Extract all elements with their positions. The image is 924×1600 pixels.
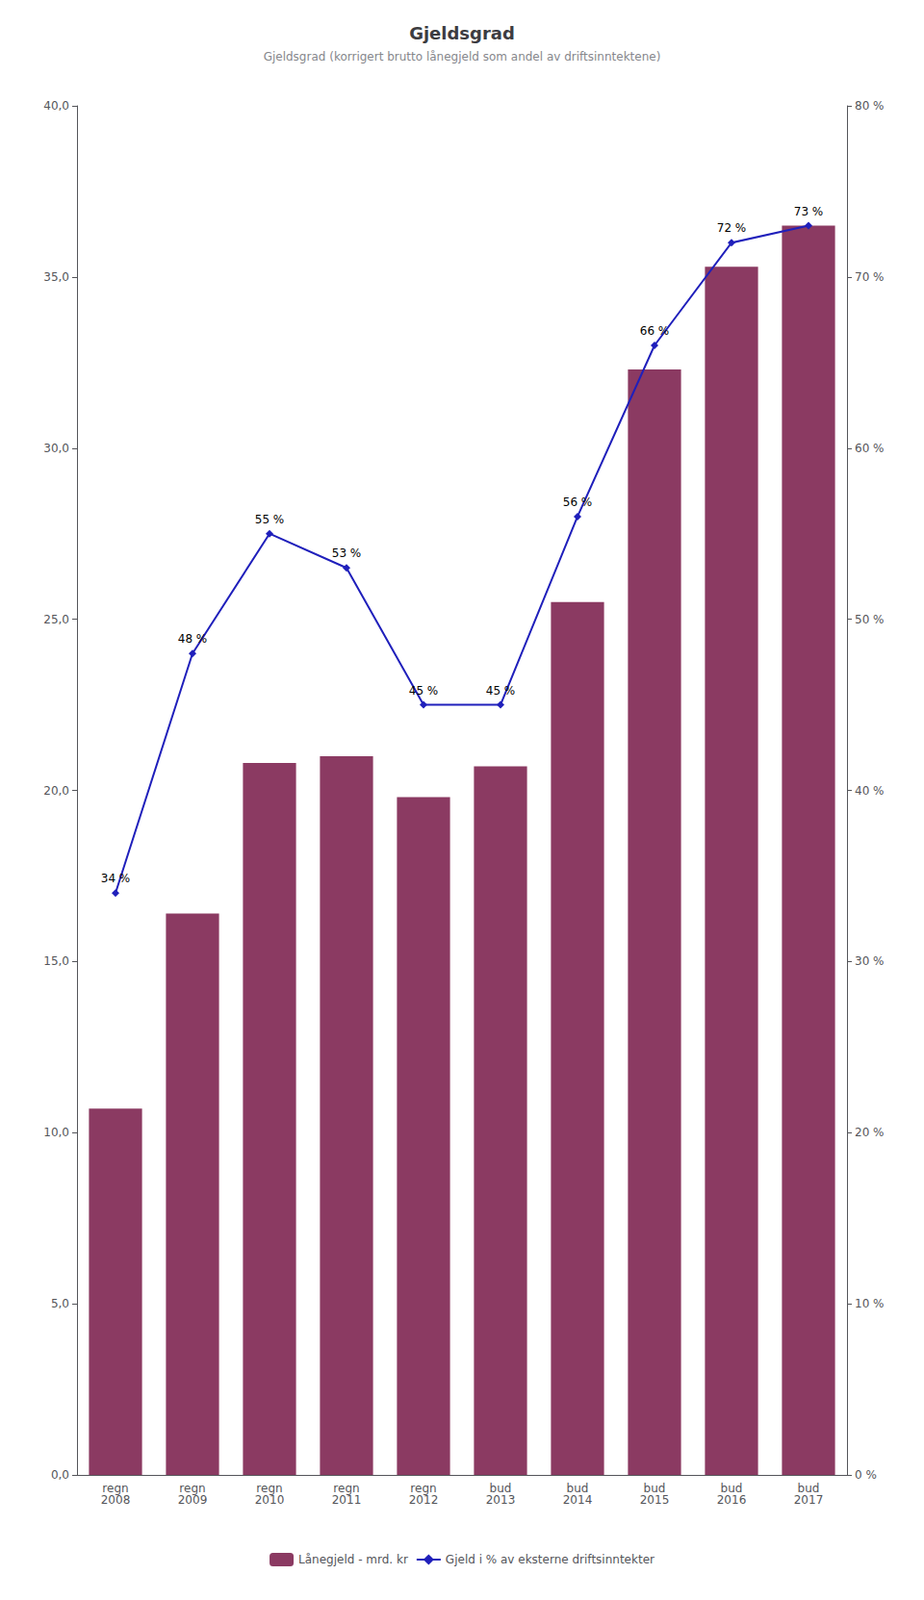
svg-text:2008: 2008 — [101, 1493, 131, 1508]
svg-text:regn: regn — [256, 1482, 283, 1496]
svg-text:10,0: 10,0 — [43, 1126, 70, 1140]
svg-text:20,0: 20,0 — [43, 784, 70, 798]
svg-text:66 %: 66 % — [640, 324, 670, 338]
svg-text:30 %: 30 % — [854, 954, 885, 969]
svg-text:45 %: 45 % — [486, 684, 516, 698]
svg-text:bud: bud — [720, 1482, 743, 1496]
svg-text:bud: bud — [566, 1482, 589, 1496]
svg-text:20 %: 20 % — [854, 1126, 885, 1140]
svg-text:Gjeldsgrad: Gjeldsgrad — [409, 23, 515, 44]
svg-text:72 %: 72 % — [717, 221, 747, 235]
svg-text:40,0: 40,0 — [43, 99, 70, 113]
svg-text:bud: bud — [643, 1482, 666, 1496]
svg-text:0 %: 0 % — [854, 1468, 877, 1483]
svg-text:35,0: 35,0 — [43, 270, 70, 284]
svg-text:regn: regn — [179, 1482, 206, 1496]
svg-text:50 %: 50 % — [854, 613, 885, 627]
svg-text:2010: 2010 — [255, 1493, 285, 1508]
svg-text:2016: 2016 — [717, 1493, 747, 1508]
svg-text:2009: 2009 — [178, 1493, 208, 1508]
svg-text:Lånegjeld - mrd. kr: Lånegjeld - mrd. kr — [298, 1553, 409, 1567]
svg-text:40 %: 40 % — [854, 784, 885, 798]
svg-text:25,0: 25,0 — [43, 613, 70, 627]
svg-text:80 %: 80 % — [854, 99, 885, 113]
svg-text:regn: regn — [410, 1482, 437, 1496]
svg-text:15,0: 15,0 — [43, 954, 70, 969]
svg-text:70 %: 70 % — [854, 270, 885, 284]
svg-text:48 %: 48 % — [178, 632, 208, 646]
svg-text:10 %: 10 % — [854, 1297, 885, 1311]
svg-text:2012: 2012 — [409, 1493, 439, 1508]
svg-text:73 %: 73 % — [794, 205, 824, 219]
svg-text:2011: 2011 — [332, 1493, 362, 1508]
svg-text:Gjeld i % av eksterne driftsin: Gjeld i % av eksterne driftsinntekter — [445, 1553, 655, 1567]
svg-text:2013: 2013 — [486, 1493, 516, 1508]
svg-text:55 %: 55 % — [255, 513, 285, 527]
svg-text:bud: bud — [797, 1482, 820, 1496]
svg-text:56 %: 56 % — [563, 495, 593, 510]
svg-text:Gjeldsgrad (korrigert brutto l: Gjeldsgrad (korrigert brutto lånegjeld s… — [263, 50, 662, 64]
svg-text:2017: 2017 — [794, 1493, 824, 1508]
svg-text:0,0: 0,0 — [51, 1468, 70, 1483]
svg-text:5,0: 5,0 — [51, 1297, 70, 1311]
svg-text:60 %: 60 % — [854, 441, 885, 456]
svg-text:30,0: 30,0 — [43, 441, 70, 456]
svg-text:2015: 2015 — [640, 1493, 670, 1508]
svg-text:regn: regn — [102, 1482, 129, 1496]
svg-text:2014: 2014 — [563, 1493, 593, 1508]
svg-text:regn: regn — [333, 1482, 360, 1496]
svg-text:34 %: 34 % — [101, 872, 131, 886]
svg-text:bud: bud — [489, 1482, 512, 1496]
svg-text:45 %: 45 % — [409, 684, 439, 698]
svg-text:53 %: 53 % — [332, 546, 362, 561]
